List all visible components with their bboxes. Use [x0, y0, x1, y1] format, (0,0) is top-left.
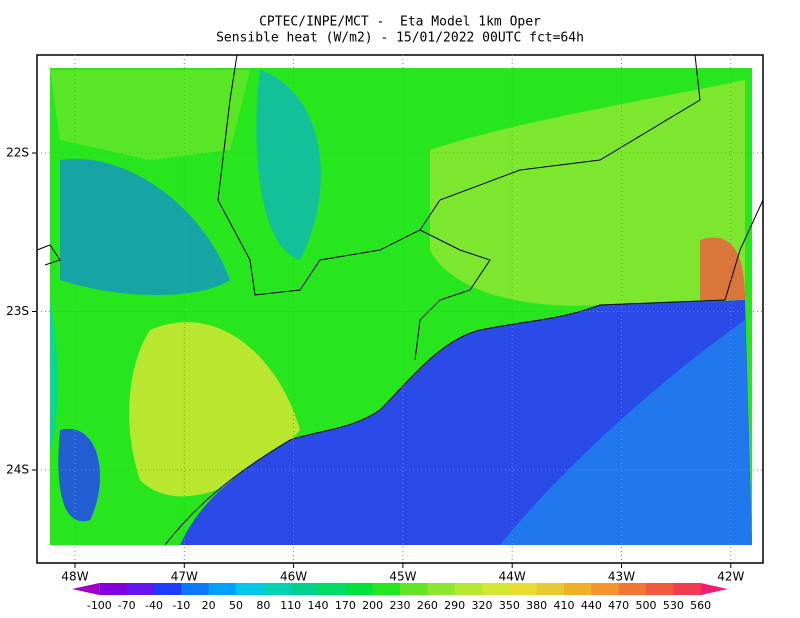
state-border	[217, 54, 701, 296]
colorbar-label: 50	[229, 599, 243, 612]
lon-label: 45W	[389, 570, 416, 584]
colorbar-label: -40	[145, 599, 163, 612]
colorbar-box	[646, 583, 674, 595]
colorbar-box	[345, 583, 373, 595]
lat-label: 22S	[6, 146, 29, 160]
subtitle: Sensible heat (W/m2) - 15/01/2022 00UTC …	[216, 31, 584, 46]
colorbar-label: 470	[608, 599, 629, 612]
lon-label: 42W	[717, 570, 744, 584]
colorbar-label: 380	[526, 599, 547, 612]
lon-label: 43W	[608, 570, 635, 584]
colorbar-label: 260	[417, 599, 438, 612]
coastline	[36, 244, 61, 266]
colorbar-box	[536, 583, 565, 595]
field-patch	[129, 322, 300, 497]
field-patch	[60, 158, 230, 295]
colorbar-box	[400, 583, 428, 595]
colorbar-box	[236, 583, 264, 595]
colorbar-label: 500	[636, 599, 657, 612]
lon-label: 46W	[280, 570, 307, 584]
lon-label: 48W	[61, 570, 88, 584]
lat-label: 23S	[6, 304, 29, 318]
colorbar-label: -10	[172, 599, 190, 612]
colorbar-label: -100	[87, 599, 112, 612]
field-patch	[256, 70, 321, 260]
colorbar-label: 440	[581, 599, 602, 612]
field-patch	[58, 428, 100, 522]
colorbar-box	[318, 583, 346, 595]
colorbar-box	[290, 583, 319, 595]
colorbar-box	[591, 583, 619, 595]
colorbar-label: 110	[280, 599, 301, 612]
colorbar-box	[454, 583, 483, 595]
colorbar-label: 140	[308, 599, 329, 612]
colorbar-box	[564, 583, 592, 595]
state-border	[414, 229, 491, 361]
colorbar-label: 200	[362, 599, 383, 612]
field-patch	[50, 300, 58, 450]
lon-label: 44W	[499, 570, 526, 584]
colorbar-box	[509, 583, 537, 595]
colorbar-box	[181, 583, 209, 595]
colorbar-box	[618, 583, 647, 595]
colorbar-label: 290	[444, 599, 465, 612]
colorbar-box	[126, 583, 155, 595]
colorbar-box	[427, 583, 455, 595]
colorbar-label: 560	[690, 599, 711, 612]
colorbar-box	[263, 583, 291, 595]
colorbar-label: -70	[118, 599, 136, 612]
colorbar-label: 410	[554, 599, 575, 612]
ocean-offshore	[500, 320, 752, 545]
colorbar-box	[482, 583, 510, 595]
colorbar: -100 -70 -40 -10 20 50 80 110 140 170 200 230 260 290…	[72, 583, 728, 612]
colorbar-label: 230	[390, 599, 411, 612]
map-frame	[36, 54, 764, 564]
colorbar-label: 350	[499, 599, 520, 612]
colorbar-box	[673, 583, 701, 595]
graticule: 48W 47W 46W 45W 44W 43W 42W 22S 23S 24S	[6, 55, 763, 584]
colorbar-triangle	[700, 583, 728, 595]
colorbar-label: 320	[472, 599, 493, 612]
colorbar-label: 530	[663, 599, 684, 612]
colorbar-box	[99, 583, 127, 595]
lat-label: 24S	[6, 463, 29, 477]
field-patch	[430, 80, 745, 306]
boundaries	[36, 54, 764, 546]
title: CPTEC/INPE/MCT - Eta Model 1km Oper	[259, 15, 541, 30]
colorbar-box	[372, 583, 401, 595]
colorbar-box	[208, 583, 237, 595]
colorbar-label: 20	[202, 599, 216, 612]
colorbar-box	[154, 583, 182, 595]
lon-label: 47W	[171, 570, 198, 584]
field-patch	[50, 70, 250, 160]
colorbar-label: 80	[256, 599, 270, 612]
colorbar-label: 170	[335, 599, 356, 612]
field-patch	[700, 237, 745, 300]
colorbar-triangle	[72, 583, 100, 595]
coastline	[164, 199, 764, 546]
